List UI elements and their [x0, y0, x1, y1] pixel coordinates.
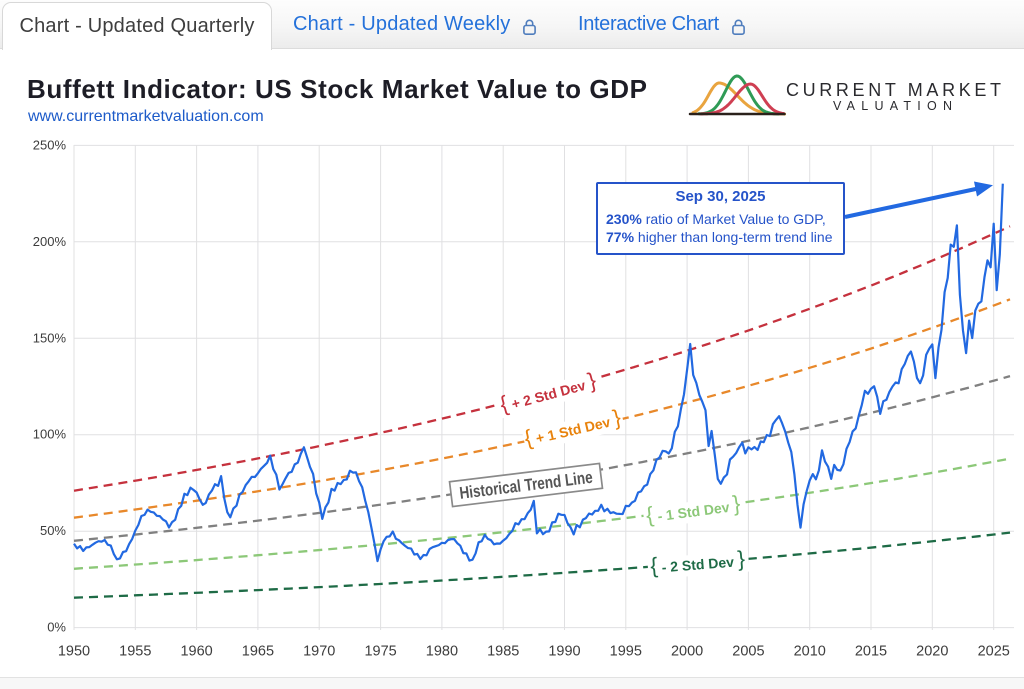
svg-text:1950: 1950 [58, 644, 90, 660]
svg-text:2020: 2020 [916, 644, 948, 660]
svg-text:{ - 2 Std Dev }: { - 2 Std Dev } [649, 546, 746, 578]
svg-text:1985: 1985 [487, 644, 519, 660]
svg-text:1955: 1955 [119, 644, 151, 660]
svg-text:2000: 2000 [671, 644, 703, 660]
svg-text:2015: 2015 [855, 644, 887, 660]
svg-text:{ + 1 Std Dev }: { + 1 Std Dev } [522, 404, 623, 450]
svg-text:200%: 200% [33, 234, 67, 249]
svg-text:1980: 1980 [426, 644, 458, 660]
svg-text:1970: 1970 [303, 644, 335, 660]
svg-text:1975: 1975 [364, 644, 396, 660]
svg-text:250%: 250% [33, 137, 67, 152]
svg-text:0%: 0% [47, 620, 66, 635]
svg-text:1965: 1965 [242, 644, 274, 660]
svg-text:2025: 2025 [978, 644, 1010, 660]
svg-text:1960: 1960 [180, 644, 212, 660]
svg-text:2005: 2005 [732, 644, 764, 660]
svg-text:{ + 2 Std Dev }: { + 2 Std Dev } [497, 367, 598, 417]
svg-text:2010: 2010 [794, 644, 826, 660]
svg-text:100%: 100% [33, 427, 67, 442]
svg-text:1990: 1990 [548, 644, 580, 660]
svg-text:150%: 150% [33, 330, 67, 345]
svg-text:50%: 50% [40, 523, 66, 538]
svg-text:1995: 1995 [610, 644, 642, 660]
